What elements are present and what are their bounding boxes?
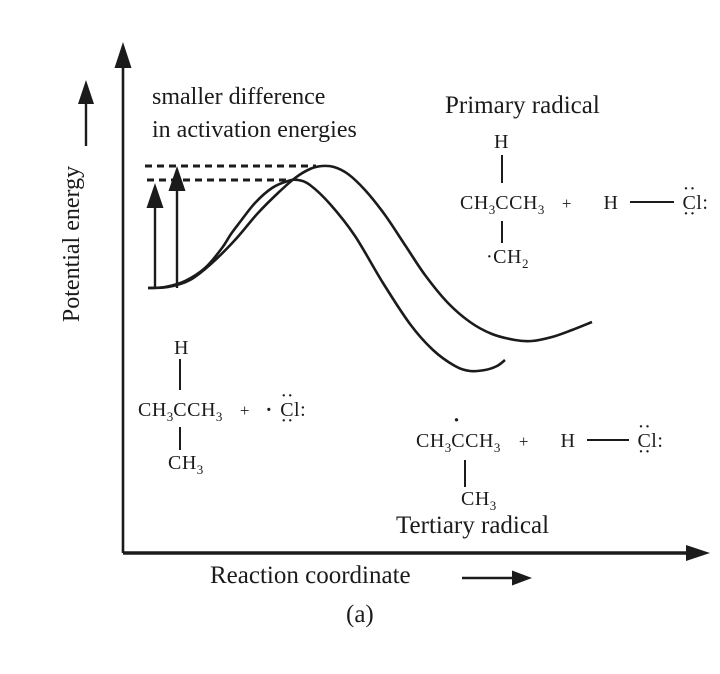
bond-vertical xyxy=(179,427,182,450)
chlorine-symbol: Cl: xyxy=(637,430,664,452)
primary-formula-row: CH3CCH3 + H ·· ·· Cl: xyxy=(460,182,709,222)
lone-pair-dots-top: ·· xyxy=(638,419,652,435)
lone-pair-dots-bottom: ·· xyxy=(638,444,652,460)
reactant-h-top: H xyxy=(174,337,189,359)
chlorine-unit: ·· ·· Cl: xyxy=(637,420,664,460)
primary-radical-group: ·CH2 xyxy=(486,246,529,271)
radical-dot-on-carbon: · xyxy=(453,408,461,432)
y-axis-label-text: Potential energy xyxy=(59,165,85,323)
bond-horizontal xyxy=(586,438,629,441)
plus-sign: + xyxy=(239,401,251,420)
lone-pair-dots-top: ·· xyxy=(683,181,697,197)
chlorine-symbol: Cl: xyxy=(682,192,709,214)
lone-pair-dots-bottom: ·· xyxy=(683,206,697,222)
bond-vertical xyxy=(464,460,467,487)
reactant-formula: CH3CCH3 xyxy=(138,399,223,424)
chlorine-unit: ·· ·· Cl: xyxy=(682,182,709,222)
bond-vertical xyxy=(501,155,504,183)
primary-h-top: H xyxy=(494,131,509,153)
tertiary-ch3-bottom: CH3 xyxy=(461,488,497,513)
figure-caption: (a) xyxy=(346,601,374,628)
bond-vertical xyxy=(501,221,504,243)
primary-formula: CH3CCH3 xyxy=(460,192,545,217)
reactant-formula-row: CH3CCH3 + · ·· ·· Cl: xyxy=(138,389,307,429)
lone-pair-dots-top: ·· xyxy=(281,388,295,404)
tertiary-formula-row: CH3CCH3 + H ·· ·· Cl: xyxy=(416,420,664,460)
chlorine-unit: ·· ·· Cl: xyxy=(280,389,307,429)
primary-radical-label: Primary radical xyxy=(445,92,600,119)
plus-sign: + xyxy=(518,432,530,451)
radical-dot: · xyxy=(265,399,273,421)
h-atom: H xyxy=(560,430,576,452)
h-atom: H xyxy=(603,192,619,214)
annotation-line-1: smaller difference xyxy=(152,84,326,110)
y-axis-label: Potential energy xyxy=(59,134,89,354)
plus-sign: + xyxy=(561,194,573,213)
reactant-ch3-bottom: CH3 xyxy=(168,452,204,477)
bond-horizontal xyxy=(629,200,674,203)
x-axis-label: Reaction coordinate xyxy=(210,562,411,589)
tertiary-formula: CH3CCH3 xyxy=(416,430,501,455)
bond-vertical xyxy=(179,359,182,390)
chlorine-symbol: Cl: xyxy=(280,399,307,421)
lone-pair-dots-bottom: ·· xyxy=(281,413,295,429)
annotation-line-2: in activation energies xyxy=(152,117,357,143)
tertiary-radical-label: Tertiary radical xyxy=(396,512,550,539)
